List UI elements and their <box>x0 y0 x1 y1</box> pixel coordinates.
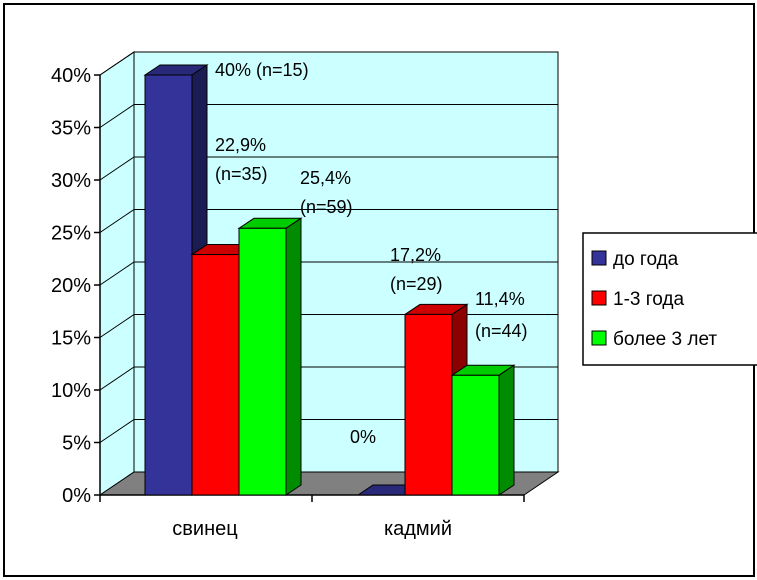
bar-front <box>451 374 500 496</box>
bar-2-1 <box>450 364 516 496</box>
category-label: кадмий <box>384 518 452 540</box>
gridline-side <box>99 156 135 181</box>
category-label: свинец <box>172 518 237 540</box>
gridline-side <box>99 314 135 338</box>
y-tick-label: 0% <box>62 485 91 507</box>
gridline-side <box>99 419 135 443</box>
y-tick-label: 35% <box>51 118 91 140</box>
bar-front <box>144 74 193 496</box>
gridline-side <box>99 51 135 76</box>
data-label: 11,4% <box>475 289 525 309</box>
bar-2-0 <box>237 217 303 496</box>
data-label: 25,4% <box>300 168 351 188</box>
legend-swatch <box>591 290 607 306</box>
y-tick-label: 25% <box>51 223 91 245</box>
y-tick-label: 10% <box>51 380 91 402</box>
legend: до года 1-3 года более 3 лет <box>582 232 757 366</box>
legend-label: 1-3 года <box>613 289 684 310</box>
y-tick-label: 20% <box>51 275 91 297</box>
y-tick-label: 5% <box>62 433 91 455</box>
gridline-side <box>99 209 135 233</box>
data-label: (n=35) <box>215 164 268 184</box>
bar-front <box>238 227 287 496</box>
gridline-side <box>99 261 135 286</box>
y-tick-label: 30% <box>51 170 91 192</box>
legend-label: до года <box>613 249 679 270</box>
y-axis-ticks: 0% 5% 10% 15% 20% 25% 30% 35% 40% <box>51 65 100 507</box>
legend-box <box>582 232 757 366</box>
legend-label: более 3 лет <box>613 329 717 350</box>
bar-side <box>285 217 302 496</box>
y-tick-label: 15% <box>51 328 91 350</box>
data-label: (n=44) <box>475 321 528 341</box>
data-label: 40% (n=15) <box>215 60 309 80</box>
legend-swatch <box>591 330 607 346</box>
bar-front <box>404 313 453 496</box>
gridline-side <box>99 366 135 391</box>
bars <box>143 64 516 496</box>
data-label: 17,2% <box>390 245 441 265</box>
bar-1-1 <box>403 303 469 496</box>
x-axis-categories: свинец кадмий <box>172 518 452 540</box>
y-tick-label: 40% <box>51 65 91 87</box>
legend-swatch <box>591 250 607 266</box>
gridline-side <box>99 104 135 128</box>
data-label: 22,9% <box>215 135 266 155</box>
bar-side <box>498 364 515 496</box>
data-label: 0% <box>350 427 376 447</box>
data-label: (n=29) <box>390 274 443 294</box>
bar-front <box>191 254 240 496</box>
data-label: (n=59) <box>300 197 353 217</box>
data-labels: 40% (n=15) 0% 22,9% (n=35) 17,2% (n=29) 25,4% (… <box>215 60 528 447</box>
